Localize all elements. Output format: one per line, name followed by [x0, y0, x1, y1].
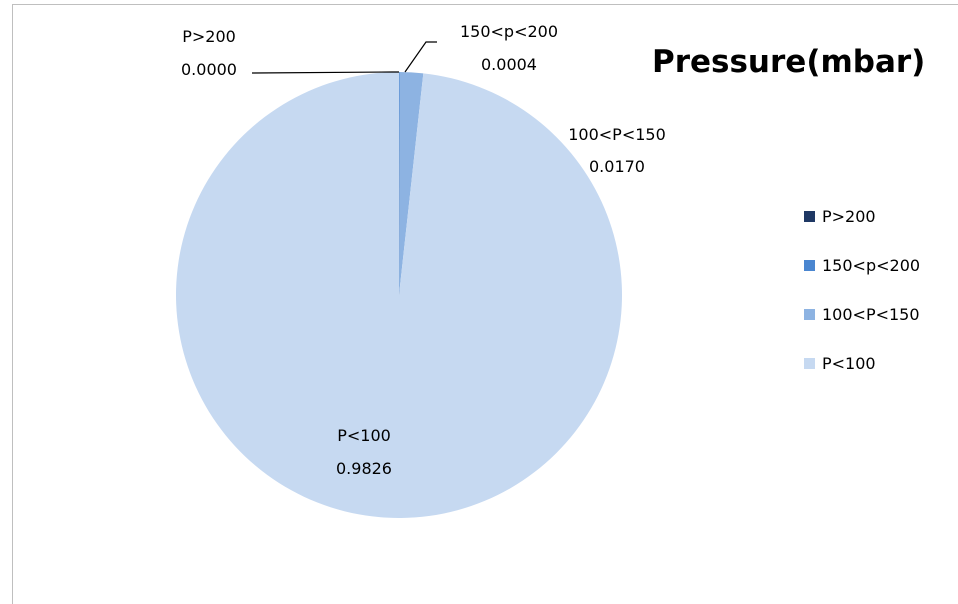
- legend-swatch-1: [804, 260, 815, 271]
- data-label-value-1: 0.0004: [481, 55, 537, 74]
- data-label-value-3: 0.9826: [336, 459, 392, 478]
- data-label-name-0: P>200: [182, 27, 236, 46]
- pie-slice-2: [399, 72, 424, 295]
- chart-frame: [12, 4, 958, 604]
- legend-item-1: 150<p<200: [804, 256, 920, 275]
- data-label-value-0: 0.0000: [181, 60, 237, 79]
- legend-label-0: P>200: [822, 207, 876, 226]
- legend-item-2: 100<P<150: [804, 305, 920, 324]
- legend: P>200 150<p<200 100<P<150 P<100: [804, 207, 920, 373]
- pie-slices: [176, 72, 622, 518]
- leader-line-1: [404, 41, 437, 73]
- leader-line-0: [251, 71, 399, 74]
- legend-item-3: P<100: [804, 354, 876, 373]
- legend-swatch-3: [804, 358, 815, 369]
- data-label-value-2: 0.0170: [589, 157, 645, 176]
- pie-chart: Pressure(mbar) P>200 0.0000 150<p<200 0.000…: [176, 22, 925, 518]
- legend-label-3: P<100: [822, 354, 876, 373]
- data-labels: P>200 0.0000 150<p<200 0.0004 100<P<150 0.017…: [181, 22, 666, 478]
- legend-label-1: 150<p<200: [822, 256, 920, 275]
- legend-item-0: P>200: [804, 207, 876, 226]
- legend-label-2: 100<P<150: [822, 305, 920, 324]
- data-label-name-2: 100<P<150: [568, 125, 666, 144]
- chart-title: Pressure(mbar): [652, 44, 925, 80]
- legend-swatch-2: [804, 309, 815, 320]
- legend-swatch-0: [804, 211, 815, 222]
- pie-slice-1: [399, 72, 400, 295]
- leader-lines: [251, 41, 437, 74]
- pie-slice-3: [176, 72, 622, 518]
- data-label-name-3: P<100: [337, 426, 391, 445]
- data-label-name-1: 150<p<200: [460, 22, 558, 41]
